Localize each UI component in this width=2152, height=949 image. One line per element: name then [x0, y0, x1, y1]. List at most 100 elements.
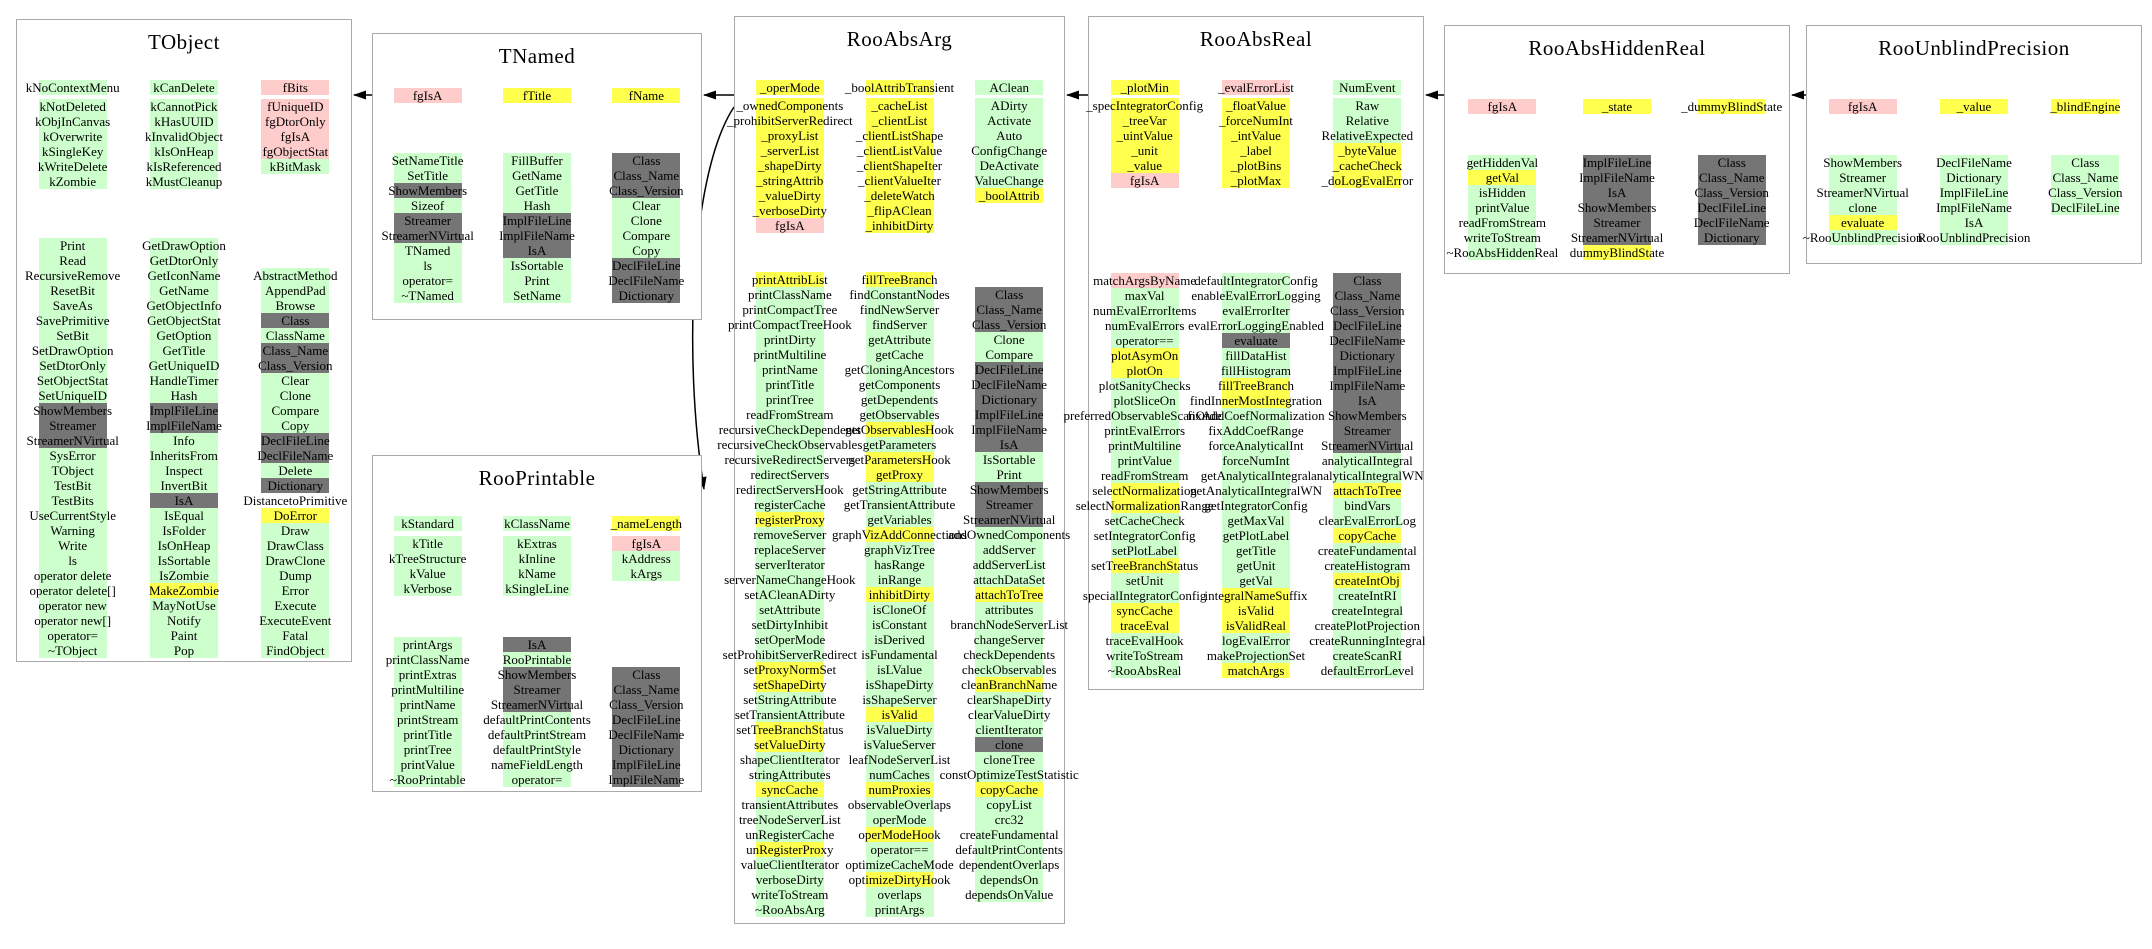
member-chip[interactable]: setShapeDirty: [753, 677, 827, 692]
member-chip[interactable]: isValueDirty: [865, 722, 934, 737]
member-chip[interactable]: Dump: [261, 568, 330, 583]
member-chip[interactable]: kNotDeleted: [38, 99, 107, 114]
member-chip[interactable]: fgIsA: [1468, 99, 1537, 114]
member-chip[interactable]: clearEvalErrorLog: [1319, 513, 1416, 528]
member-chip[interactable]: isValid: [865, 707, 934, 722]
member-chip[interactable]: operModeHook: [858, 827, 941, 842]
member-chip[interactable]: HandleTimer: [150, 373, 218, 388]
member-chip[interactable]: Streamer: [38, 418, 107, 433]
member-chip[interactable]: Class: [975, 287, 1044, 302]
member-chip[interactable]: getUnit: [1221, 558, 1290, 573]
member-chip[interactable]: defaultErrorLevel: [1321, 663, 1414, 678]
member-chip[interactable]: ~RooAbsReal: [1108, 663, 1181, 678]
member-chip[interactable]: plotOn: [1110, 363, 1179, 378]
member-chip[interactable]: ImplFileName: [146, 418, 222, 433]
member-chip[interactable]: copyList: [975, 797, 1044, 812]
member-chip[interactable]: GetDtorOnly: [150, 253, 218, 268]
member-chip[interactable]: RecursiveRemove: [25, 268, 120, 283]
member-chip[interactable]: logEvalError: [1221, 633, 1290, 648]
member-chip[interactable]: AppendPad: [261, 283, 330, 298]
member-chip[interactable]: maxVal: [1110, 288, 1179, 303]
member-chip[interactable]: Class_Version: [1330, 303, 1405, 318]
member-chip[interactable]: kInvalidObject: [145, 129, 223, 144]
member-chip[interactable]: SetUniqueID: [38, 388, 107, 403]
member-chip[interactable]: createRunningIntegral: [1309, 633, 1425, 648]
member-chip[interactable]: StreamerNVirtual: [491, 697, 583, 712]
member-chip[interactable]: ShowMembers: [498, 667, 576, 682]
member-chip[interactable]: Dictionary: [612, 742, 681, 757]
class-title-tnamed[interactable]: TNamed: [498, 44, 576, 68]
member-chip[interactable]: DeclFileLine: [612, 258, 681, 273]
member-chip[interactable]: DeclFileName: [608, 273, 684, 288]
member-chip[interactable]: Class: [1697, 155, 1766, 170]
member-chip[interactable]: overlaps: [865, 887, 934, 902]
member-chip[interactable]: branchNodeServerList: [950, 617, 1068, 632]
member-chip[interactable]: ImplFileLine: [975, 407, 1043, 422]
member-chip[interactable]: StreamerNVirtual: [381, 228, 474, 243]
member-chip[interactable]: ~RooAbsHiddenReal: [1446, 245, 1558, 260]
member-chip[interactable]: printValue: [1110, 453, 1179, 468]
member-chip[interactable]: fillTreeBranch: [861, 272, 938, 287]
class-box-rooprintable[interactable]: RooPrintable kStandard kClassName _nameLen…: [372, 455, 702, 792]
member-chip[interactable]: isShapeServer: [862, 692, 937, 707]
member-chip[interactable]: TestBit: [38, 478, 107, 493]
member-chip[interactable]: Clone: [612, 213, 681, 228]
member-chip[interactable]: matchArgsByName: [1093, 273, 1196, 288]
member-chip[interactable]: enableEvalErrorLogging: [1191, 288, 1321, 303]
member-chip[interactable]: createHistogram: [1324, 558, 1410, 573]
member-chip[interactable]: fUniqueID: [261, 99, 330, 114]
member-chip[interactable]: _plotBins: [1221, 158, 1290, 173]
member-chip[interactable]: isLValue: [865, 662, 934, 677]
member-chip[interactable]: kAddress: [612, 551, 681, 566]
class-box-tnamed[interactable]: TNamed fgIsA fTitle fName SetNameTitle SetTi…: [372, 33, 702, 320]
member-chip[interactable]: MakeZombie: [149, 583, 219, 598]
member-chip[interactable]: unRegisterProxy: [746, 842, 834, 857]
member-chip[interactable]: graphVizAddConnections: [832, 527, 967, 542]
member-chip[interactable]: TNamed: [393, 243, 462, 258]
member-chip[interactable]: createFundamental: [960, 827, 1059, 842]
member-chip[interactable]: makeProjectionSet: [1207, 648, 1305, 663]
member-chip[interactable]: Class: [261, 313, 330, 328]
member-chip[interactable]: kClassName: [502, 516, 571, 531]
member-chip[interactable]: fillDataHist: [1221, 348, 1290, 363]
member-chip[interactable]: kSingleLine: [502, 581, 571, 596]
member-chip[interactable]: Dictionary: [1333, 348, 1402, 363]
member-chip[interactable]: fgIsA: [393, 88, 462, 103]
member-chip[interactable]: graphVizTree: [864, 542, 935, 557]
member-chip[interactable]: addServer: [975, 542, 1044, 557]
member-chip[interactable]: kExtras: [502, 536, 571, 551]
member-chip[interactable]: createScanRI: [1333, 648, 1402, 663]
member-chip[interactable]: syncCache: [1110, 603, 1179, 618]
member-chip[interactable]: checkDependents: [963, 647, 1055, 662]
member-chip[interactable]: setStringAttribute: [743, 692, 836, 707]
member-chip[interactable]: forceNumInt: [1221, 453, 1290, 468]
member-chip[interactable]: Read: [38, 253, 107, 268]
member-chip[interactable]: _cacheList: [865, 98, 934, 113]
member-chip[interactable]: GetObjectStat: [147, 313, 221, 328]
member-chip[interactable]: InvertBit: [149, 478, 218, 493]
member-chip[interactable]: selectNormalizationRange: [1076, 498, 1214, 513]
member-chip[interactable]: registerCache: [754, 497, 826, 512]
member-chip[interactable]: kValue: [393, 566, 462, 581]
member-chip[interactable]: kIsOnHeap: [149, 144, 218, 159]
member-chip[interactable]: defaultPrintStream: [488, 727, 586, 742]
member-chip[interactable]: serverIterator: [755, 557, 825, 572]
member-chip[interactable]: StreamerNVirtual: [1321, 438, 1414, 453]
member-chip[interactable]: fgObjectStat: [261, 144, 330, 159]
member-chip[interactable]: SetNameTitle: [392, 153, 464, 168]
member-chip[interactable]: _clientValueIter: [858, 173, 941, 188]
member-chip[interactable]: removeServer: [753, 527, 826, 542]
member-chip[interactable]: IsFolder: [149, 523, 218, 538]
member-chip[interactable]: evaluate: [1828, 215, 1897, 230]
member-chip[interactable]: recursiveCheckObservables: [717, 437, 862, 452]
member-chip[interactable]: _doLogEvalError: [1321, 173, 1413, 188]
member-chip[interactable]: evalErrorIter: [1221, 303, 1290, 318]
member-chip[interactable]: InheritsFrom: [149, 448, 218, 463]
member-chip[interactable]: getAttribute: [865, 332, 934, 347]
member-chip[interactable]: selectNormalization: [1092, 483, 1197, 498]
member-chip[interactable]: _boolAttribTransient: [845, 80, 954, 95]
member-chip[interactable]: getParametersHook: [848, 452, 951, 467]
member-chip[interactable]: RooUnblindPrecision: [1918, 230, 2030, 245]
member-chip[interactable]: RooPrintable: [503, 652, 571, 667]
class-box-roounblindprecision[interactable]: RooUnblindPrecision fgIsA _value _blindEng…: [1803, 25, 2142, 264]
